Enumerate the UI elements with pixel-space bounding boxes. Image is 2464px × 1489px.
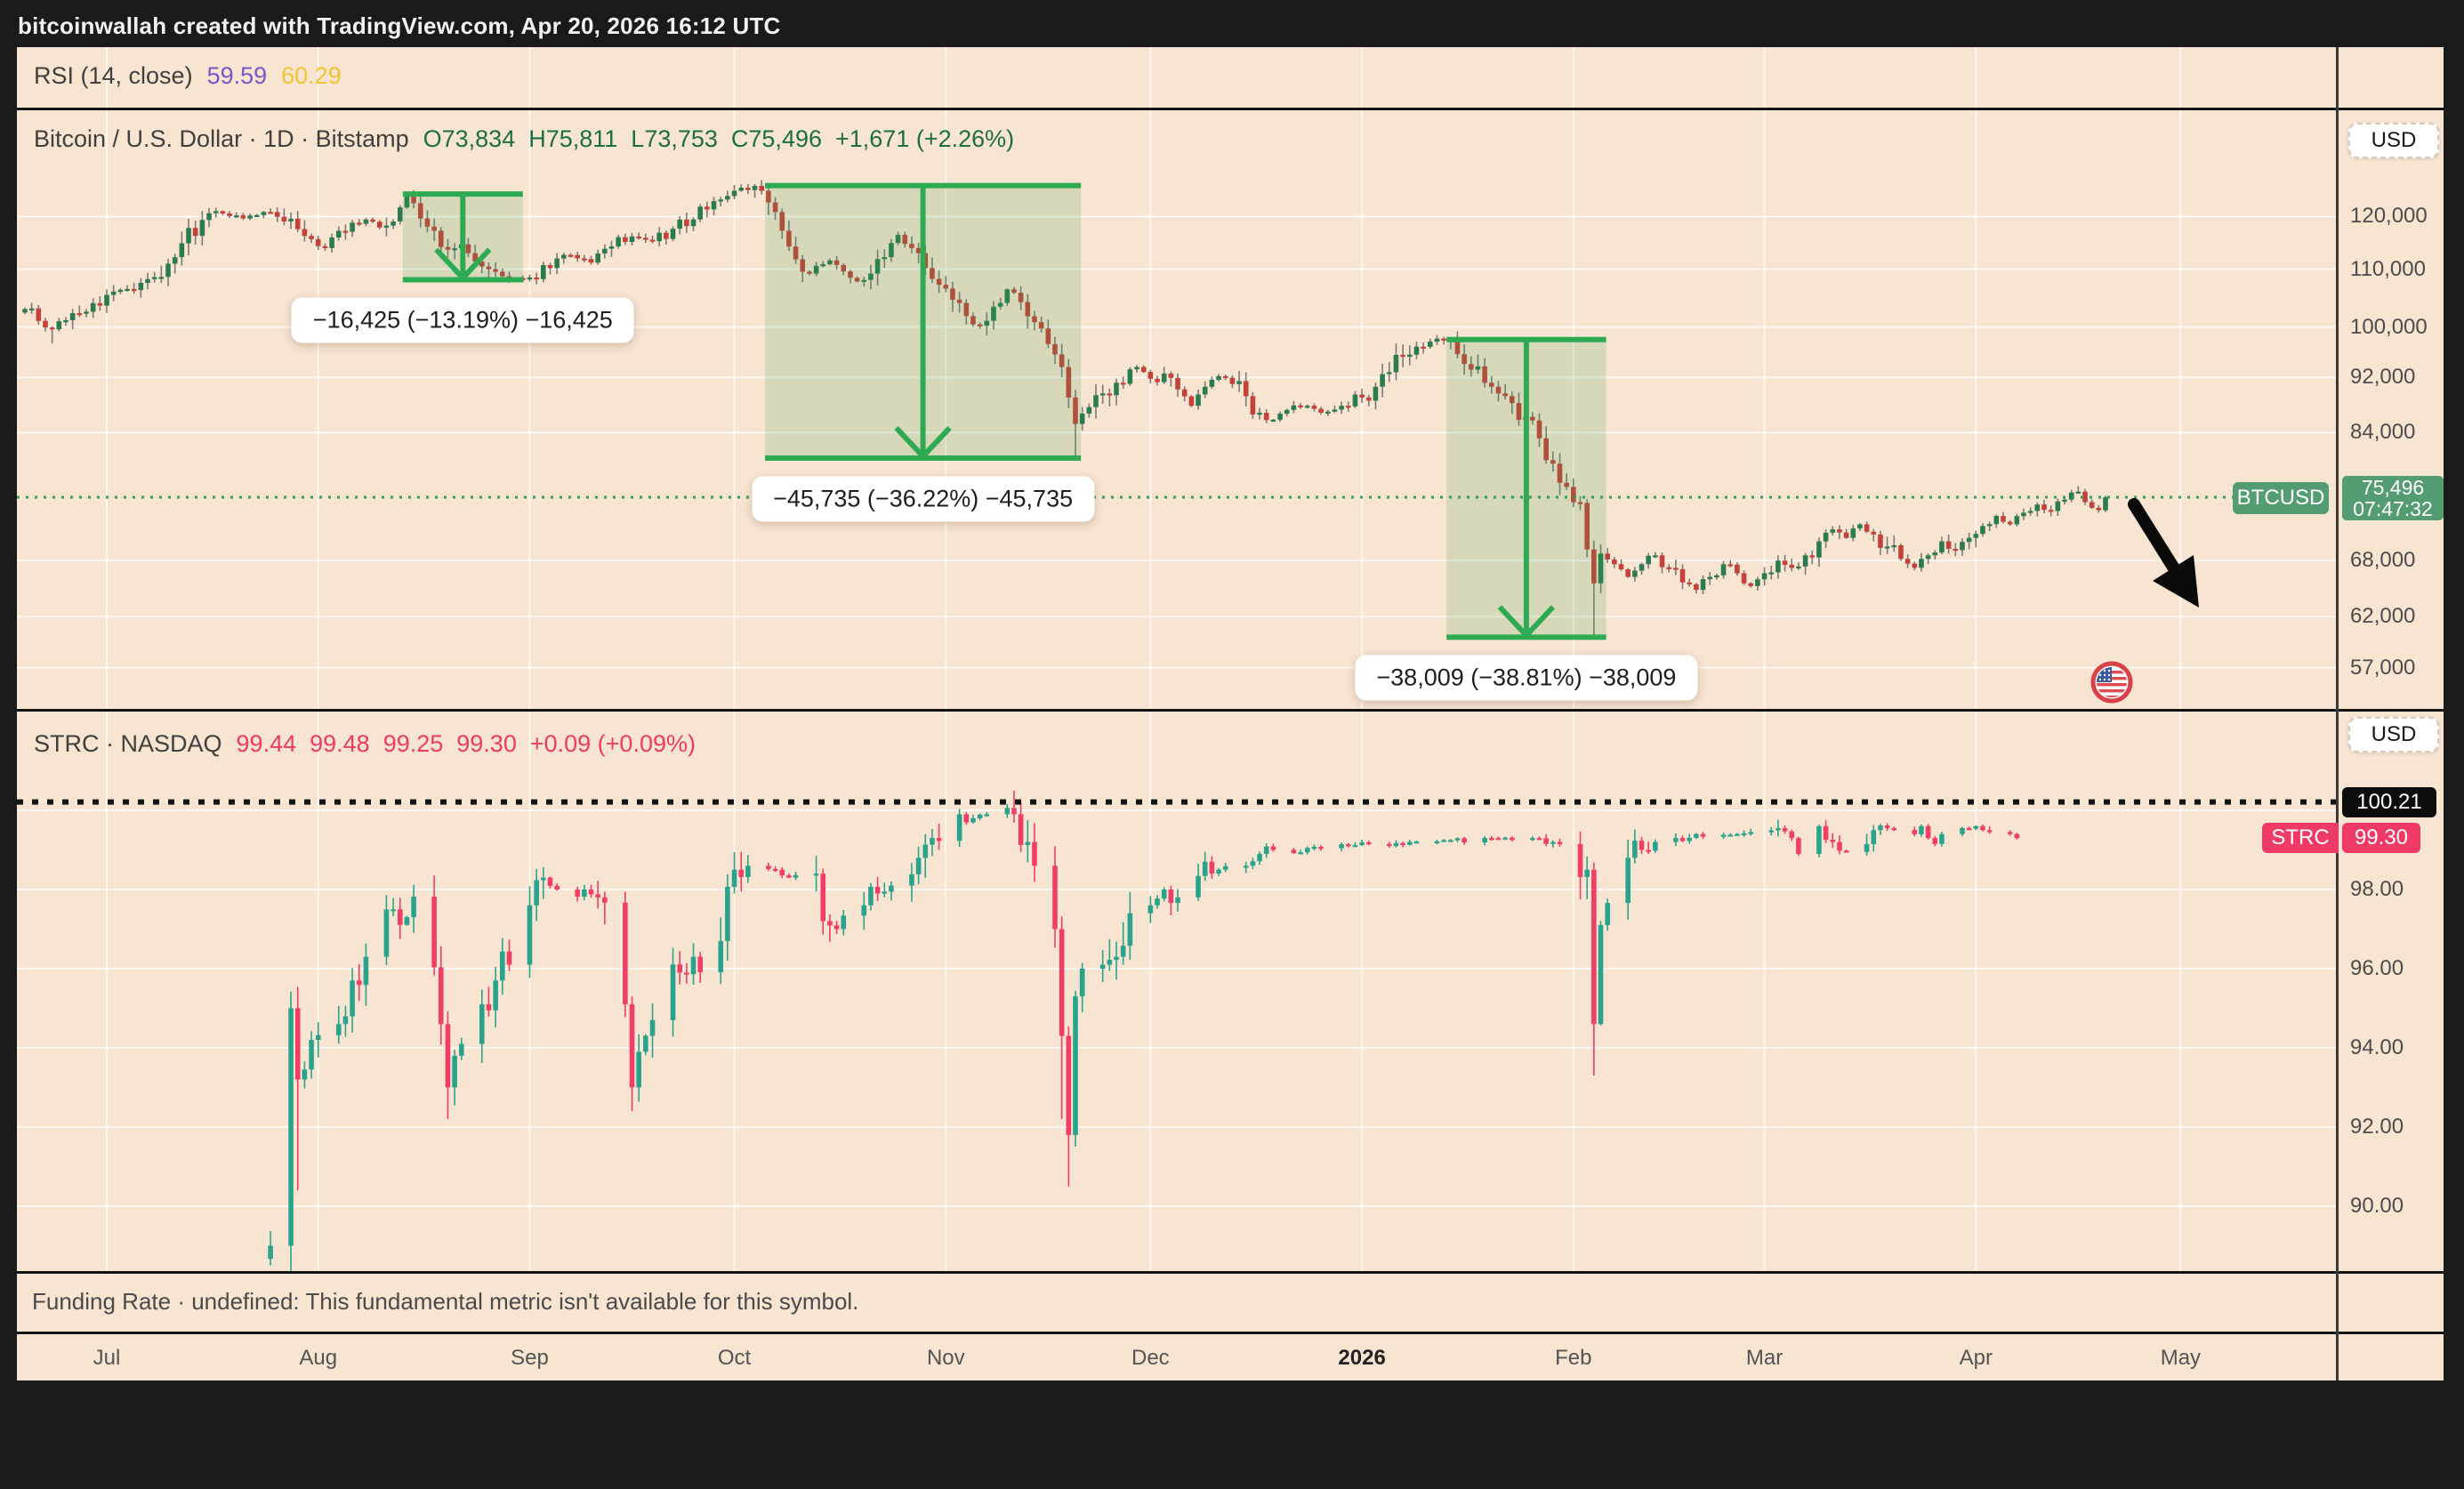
strc-price-axis-tag: 99.30 [2342, 823, 2420, 853]
ohlc-value: +1,671 (+2.26%) [835, 125, 1015, 152]
ohlc-value: 99.30 [456, 730, 517, 757]
time-axis-label: Dec [1131, 1346, 1170, 1370]
time-axis-label: Mar [1745, 1346, 1784, 1370]
time-axis-label: 2026 [1338, 1346, 1386, 1370]
btc-price-tick: 62,000 [2350, 604, 2416, 629]
btc-price-tick: 100,000 [2350, 314, 2428, 339]
time-axis-label: Feb [1555, 1346, 1592, 1370]
strc-symbol-title: STRC · NASDAQ [34, 730, 222, 757]
btc-price-tick: 84,000 [2350, 420, 2416, 445]
ohlc-value: H75,811 [528, 125, 618, 152]
ohlc-value: C75,496 [730, 125, 822, 152]
bottom-bar: TradingView [0, 1380, 2464, 1489]
btc-price-tick: 120,000 [2350, 204, 2428, 229]
btc-pane-header[interactable]: Bitcoin / U.S. Dollar · 1D · Bitstamp O7… [34, 125, 1014, 153]
time-axis-label: Nov [926, 1346, 965, 1370]
ohlc-value: +0.09 (+0.09%) [529, 730, 696, 757]
btc-price-tick: 92,000 [2350, 365, 2416, 390]
strc-price-tick: 96.00 [2350, 956, 2404, 980]
price-scale-border [2336, 47, 2339, 1380]
pane-separator[interactable] [17, 108, 2444, 110]
rsi-title: RSI (14, close) [34, 62, 193, 89]
measurement-label-3[interactable]: −38,009 (−38.81%) −38,009 [1355, 655, 1698, 701]
strc-dotted-line-tag: 100.21 [2342, 787, 2436, 817]
btc-symbol-title: Bitcoin / U.S. Dollar · 1D · Bitstamp [34, 125, 409, 152]
chart-surface[interactable] [17, 47, 2444, 1380]
btc-ohlc-values: O73,834 H75,811 L73,753 C75,496 +1,671 (+2.2… [423, 125, 1015, 153]
time-axis-label: Sep [511, 1346, 549, 1370]
attribution-text: bitcoinwallah created with TradingView.c… [18, 12, 781, 39]
ohlc-value: O73,834 [423, 125, 516, 152]
pane-separator [17, 1332, 2444, 1334]
ohlc-value: 99.48 [310, 730, 370, 757]
strc-ohlc-values: 99.44 99.48 99.25 99.30 +0.09 (+0.09%) [237, 730, 696, 758]
strc-price-tick: 90.00 [2350, 1194, 2404, 1218]
btc-price-tick: 110,000 [2350, 256, 2426, 281]
btc-price-axis-tag: 75,496 07:47:32 [2342, 476, 2444, 520]
strc-price-tick: 92.00 [2350, 1115, 2404, 1139]
btcusd-chart-tag: BTCUSD [2233, 482, 2329, 514]
rsi-value-2: 60.29 [281, 62, 342, 89]
ohlc-value: 99.25 [382, 730, 444, 757]
ohlc-value: 99.44 [236, 730, 297, 757]
strc-pane-header[interactable]: STRC · NASDAQ 99.44 99.48 99.25 99.30 +0.09 … [34, 730, 696, 758]
rsi-pane-header[interactable]: RSI (14, close) 59.59 60.29 [34, 62, 342, 90]
strc-price-tick: 98.00 [2350, 877, 2404, 901]
ohlc-value: L73,753 [631, 125, 718, 152]
measurement-label-2[interactable]: −45,735 (−36.22%) −45,735 [752, 476, 1095, 522]
funding-rate-message: Funding Rate · undefined: This fundament… [32, 1288, 859, 1315]
btc-currency-button[interactable]: USD [2348, 123, 2439, 158]
strc-price-tick: 94.00 [2350, 1035, 2404, 1059]
strc-chart-tag: STRC [2262, 823, 2339, 853]
pane-separator[interactable] [17, 1271, 2444, 1274]
pane-separator[interactable] [17, 709, 2444, 712]
btc-price-tick: 68,000 [2350, 548, 2416, 573]
time-axis-label: May [2160, 1346, 2202, 1370]
strc-currency-button[interactable]: USD [2348, 717, 2439, 753]
time-axis-label: Oct [717, 1346, 752, 1370]
time-axis-label: Aug [299, 1346, 338, 1370]
rsi-value-1: 59.59 [206, 62, 268, 89]
btc-price-tick: 57,000 [2350, 655, 2416, 680]
time-axis-label: Jul [93, 1346, 121, 1370]
time-axis-label: Apr [1959, 1346, 1993, 1370]
measurement-label-1[interactable]: −16,425 (−13.19%) −16,425 [291, 297, 634, 343]
